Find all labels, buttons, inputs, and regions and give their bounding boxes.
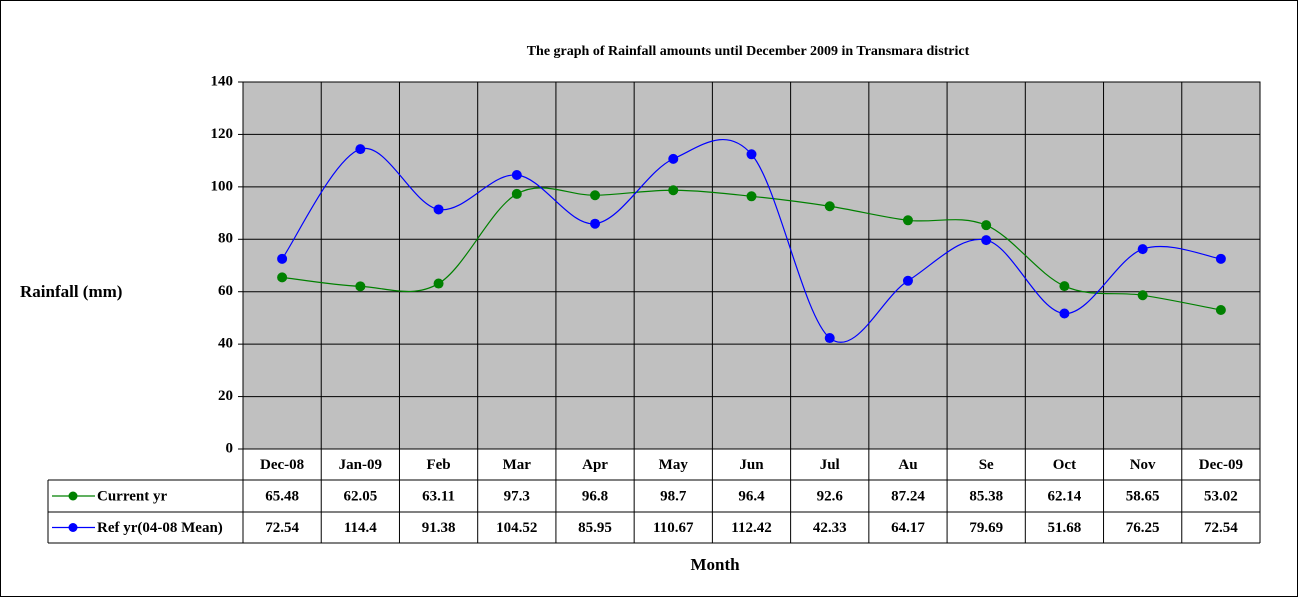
- x-tick-label: Oct: [1053, 457, 1076, 473]
- data-point: [590, 190, 601, 201]
- x-tick-label: Jun: [739, 457, 764, 473]
- data-point: [1059, 281, 1070, 292]
- data-point: [981, 220, 992, 231]
- table-value: 98.7: [660, 488, 687, 504]
- table-value: 79.69: [969, 520, 1003, 536]
- data-point: [1215, 253, 1226, 264]
- x-tick-label: Dec-08: [260, 457, 304, 473]
- chart-title: The graph of Rainfall amounts until Dece…: [527, 44, 970, 59]
- data-point: [355, 281, 366, 292]
- table-value: 110.67: [653, 520, 694, 536]
- table-value: 96.4: [738, 488, 765, 504]
- table-value: 104.52: [496, 520, 537, 536]
- table-value: 65.48: [265, 488, 299, 504]
- x-tick-label: Nov: [1130, 457, 1156, 473]
- table-value: 53.02: [1204, 488, 1238, 504]
- plot-area: [242, 81, 1261, 450]
- data-point: [511, 188, 522, 199]
- table-value: 64.17: [891, 520, 925, 536]
- table-value: 85.38: [969, 488, 1003, 504]
- data-point: [824, 201, 835, 212]
- data-point: [1137, 244, 1148, 255]
- table-value: 96.8: [582, 488, 608, 504]
- data-point: [1059, 308, 1070, 319]
- y-tick-label: 120: [211, 126, 234, 142]
- legend-marker: [68, 523, 78, 532]
- y-tick-label: 40: [218, 336, 233, 352]
- table-value: 72.54: [1204, 520, 1238, 536]
- table-value: 114.4: [344, 520, 377, 536]
- x-tick-label: Au: [898, 457, 917, 473]
- data-point: [902, 215, 913, 226]
- table-value: 42.33: [813, 520, 847, 536]
- table-value: 58.65: [1126, 488, 1160, 504]
- data-point: [824, 333, 835, 344]
- table-value: 76.25: [1126, 520, 1160, 536]
- y-tick-label: 20: [218, 388, 233, 404]
- data-point: [668, 185, 679, 196]
- x-tick-label: Mar: [503, 457, 532, 473]
- data-point: [902, 275, 913, 286]
- table-value: 72.54: [265, 520, 299, 536]
- data-point: [433, 278, 444, 289]
- table-value: 85.95: [578, 520, 612, 536]
- data-point: [590, 218, 601, 229]
- table-value: 112.42: [731, 520, 771, 536]
- data-point: [355, 144, 366, 155]
- legend-marker: [68, 491, 78, 501]
- y-tick-label: 100: [211, 178, 234, 194]
- x-axis-label: Month: [690, 555, 740, 574]
- x-tick-label: May: [659, 457, 689, 473]
- table-value: 91.38: [422, 520, 456, 536]
- table-value: 63.11: [422, 488, 455, 504]
- table-value: 97.3: [504, 488, 530, 504]
- y-tick-label: 0: [226, 440, 234, 456]
- data-point: [981, 235, 992, 246]
- data-point: [433, 204, 444, 215]
- table-value: 51.68: [1048, 520, 1082, 536]
- table-value: 62.05: [343, 488, 377, 504]
- x-tick-label: Dec-09: [1199, 457, 1243, 473]
- x-tick-label: Jan-09: [339, 457, 382, 473]
- table-value: 62.14: [1048, 488, 1082, 504]
- y-tick-label: 80: [218, 231, 233, 247]
- table-value: 92.6: [817, 488, 844, 504]
- x-tick-label: Feb: [426, 457, 450, 473]
- data-point: [511, 170, 522, 181]
- data-point: [1215, 305, 1226, 316]
- data-point: [746, 191, 757, 202]
- x-tick-label: Jul: [820, 457, 840, 473]
- y-tick-label: 140: [211, 73, 234, 89]
- data-point: [277, 253, 288, 264]
- y-tick-label: 60: [218, 283, 233, 299]
- data-point: [277, 272, 288, 283]
- data-point: [1137, 290, 1148, 301]
- table-value: 87.24: [891, 488, 925, 504]
- data-point: [746, 149, 757, 160]
- data-point: [668, 153, 679, 164]
- y-axis-label: Rainfall (mm): [20, 282, 122, 301]
- legend-label: Current yr: [97, 488, 167, 504]
- x-tick-label: Apr: [582, 457, 608, 473]
- legend-label: Ref yr(04-08 Mean): [97, 520, 223, 536]
- x-tick-label: Se: [979, 457, 994, 473]
